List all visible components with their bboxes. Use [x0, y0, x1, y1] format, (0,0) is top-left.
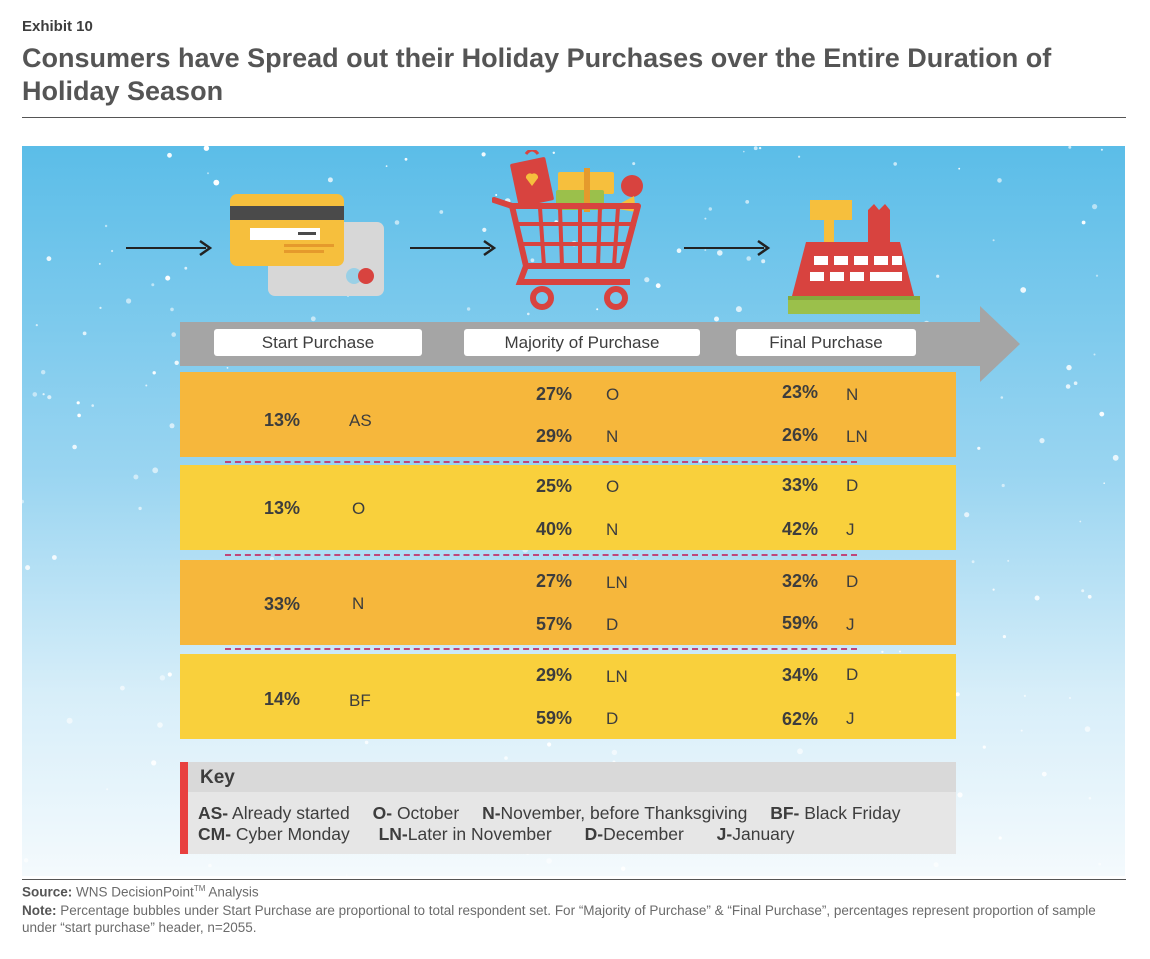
key-item: O- October [372, 803, 460, 823]
stage-label-start: Start Purchase [214, 329, 422, 356]
key-legend: Key AS- Already started O- October N-Nov… [180, 762, 956, 854]
majority-pct: 59% [536, 708, 573, 728]
final-code: D [846, 572, 859, 591]
majority-code: LN [606, 667, 628, 686]
source-line: Source: WNS DecisionPointTM Analysis [22, 884, 259, 900]
key-item: BF- Black Friday [770, 803, 901, 823]
row-divider [225, 648, 857, 650]
majority-pct: 29% [536, 665, 573, 685]
stage-label-final: Final Purchase [736, 329, 916, 356]
majority-code: N [606, 427, 619, 446]
start-code: N [352, 594, 365, 613]
shopping-cart-icon [492, 150, 643, 310]
final-pct: 42% [782, 519, 819, 539]
start-code: BF [349, 691, 371, 710]
final-pct: 34% [782, 665, 819, 685]
page-title: Consumers have Spread out their Holiday … [22, 43, 1052, 106]
key-item: LN-Later in November [378, 824, 552, 844]
key-line-1: AS- Already started O- October N-Novembe… [198, 803, 900, 824]
start-code: O [352, 499, 366, 518]
start-code: AS [349, 411, 372, 430]
start-pct: 33% [264, 594, 301, 614]
key-item: D-December [584, 824, 684, 844]
final-pct: 26% [782, 425, 819, 445]
start-pct: 14% [264, 689, 301, 709]
stage-label-majority: Majority of Purchase [464, 329, 700, 356]
start-pct: 13% [264, 498, 301, 518]
flow-arrow-icon [410, 239, 497, 257]
final-pct: 23% [782, 382, 819, 402]
credit-card-icon [230, 194, 384, 296]
majority-pct: 27% [536, 384, 573, 404]
majority-code: D [606, 615, 619, 634]
row-divider [225, 554, 857, 556]
majority-pct: 25% [536, 476, 573, 496]
key-line-2: CM- Cyber Monday LN-Later in November D-… [198, 824, 795, 845]
key-item: N-November, before Thanksgiving [482, 803, 748, 823]
infographic-panel: Start Purchase Majority of Purchase Fina… [22, 146, 1125, 876]
majority-pct: 27% [536, 571, 573, 591]
key-accent-bar [180, 762, 188, 854]
key-item: AS- Already started [198, 803, 350, 823]
final-pct: 32% [782, 571, 819, 591]
row-divider [225, 461, 857, 463]
final-code: J [846, 615, 855, 634]
key-item: CM- Cyber Monday [198, 824, 350, 844]
final-code: N [846, 385, 859, 404]
final-code: D [846, 665, 859, 684]
key-item: J-January [716, 824, 795, 844]
majority-code: O [606, 477, 620, 496]
majority-pct: 29% [536, 426, 573, 446]
majority-code: LN [606, 573, 628, 592]
title-divider [22, 117, 1126, 118]
table-row [180, 372, 956, 457]
final-code: J [846, 709, 855, 728]
key-header [188, 762, 956, 792]
key-title: Key [200, 767, 235, 788]
final-code: LN [846, 427, 868, 446]
final-code: J [846, 520, 855, 539]
footnote: Note: Percentage bubbles under Start Pur… [22, 903, 1096, 935]
table-row [180, 465, 956, 550]
footer-divider [22, 879, 1126, 880]
final-pct: 33% [782, 475, 819, 495]
final-code: D [846, 476, 859, 495]
table-row [180, 560, 956, 645]
majority-pct: 40% [536, 519, 573, 539]
majority-code: D [606, 709, 619, 728]
majority-pct: 57% [536, 614, 573, 634]
table-row [180, 654, 956, 739]
cash-register-icon [788, 200, 920, 314]
final-pct: 62% [782, 709, 819, 729]
flow-arrow-icon [126, 239, 213, 257]
majority-code: O [606, 385, 620, 404]
flow-arrow-icon [684, 239, 771, 257]
final-pct: 59% [782, 613, 819, 633]
exhibit-label: Exhibit 10 [22, 18, 93, 35]
majority-code: N [606, 520, 619, 539]
start-pct: 13% [264, 410, 301, 430]
